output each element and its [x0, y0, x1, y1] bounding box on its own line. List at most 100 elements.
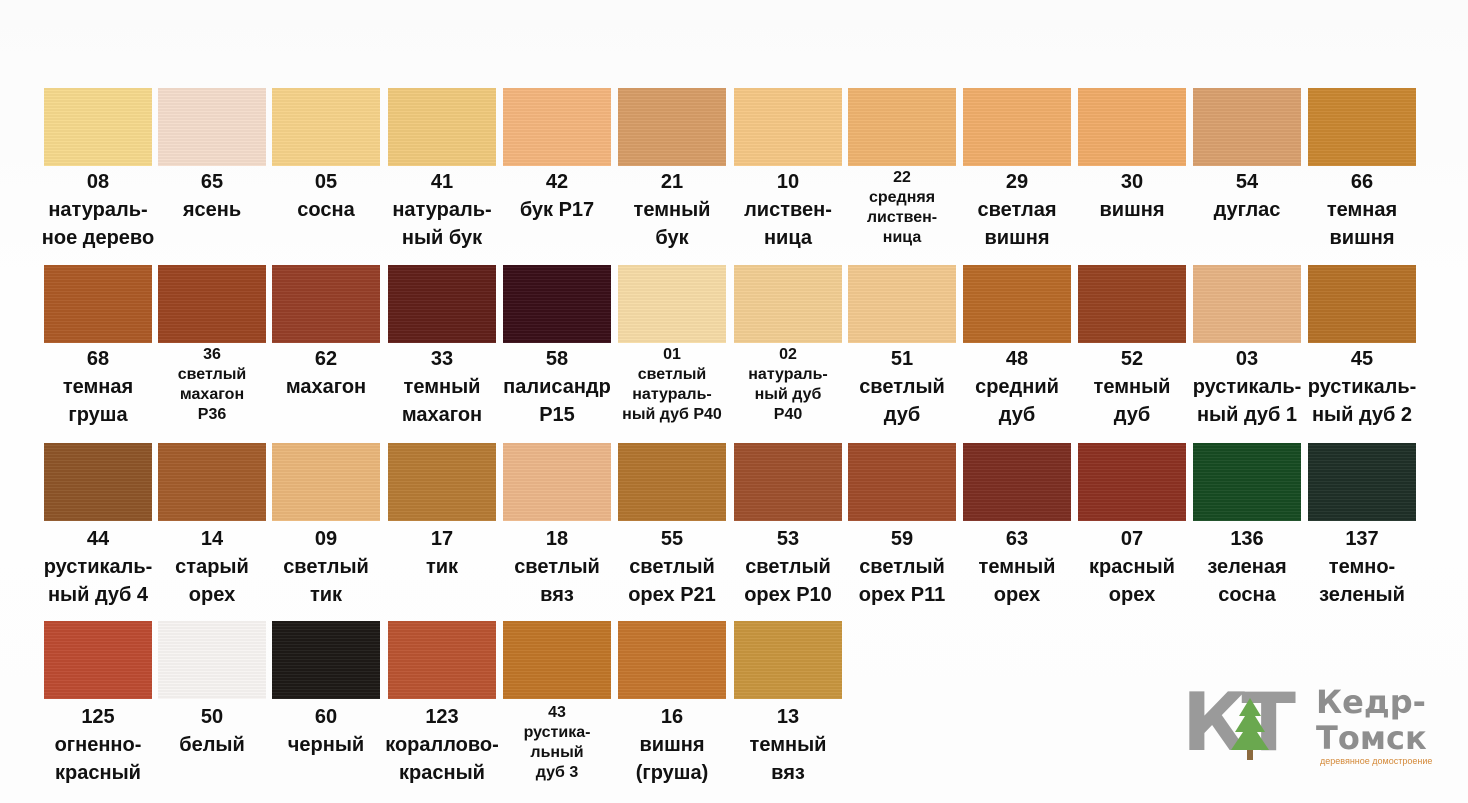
swatch-label-51: 51 светлый дуб	[843, 345, 961, 429]
swatch-code: 21	[660, 171, 684, 193]
swatch-code: 44	[86, 528, 110, 550]
color-swatch-36	[158, 265, 266, 343]
swatch-label-68: 68 темная груша	[39, 345, 157, 429]
swatch-code: 52	[1120, 348, 1144, 370]
swatch-name: тик	[425, 556, 459, 578]
swatch-label-30: 30 вишня	[1073, 168, 1191, 224]
swatch-label-52: 52 темный дуб	[1073, 345, 1191, 429]
color-swatch-52	[1078, 265, 1186, 343]
swatch-name: средняя листвен- ница	[866, 189, 938, 246]
swatch-code: 125	[81, 706, 115, 728]
swatch-code: 36	[203, 346, 221, 363]
color-swatch-45	[1308, 265, 1416, 343]
tree-icon	[1231, 698, 1269, 760]
swatch-code: 55	[660, 528, 684, 550]
swatch-label-48: 48 средний дуб	[958, 345, 1076, 429]
swatch-name: темная груша	[62, 376, 134, 426]
color-swatch-41	[388, 88, 496, 166]
swatch-code: 05	[314, 171, 338, 193]
swatch-label-07: 07 красный орех	[1073, 525, 1191, 609]
swatch-name: темно- зеленый	[1319, 556, 1405, 606]
swatch-name: средний дуб	[975, 376, 1059, 426]
swatch-label-58: 58 палисандр Р15	[498, 345, 616, 429]
swatch-label-33: 33 темный махагон	[383, 345, 501, 429]
swatch-label-13: 13 темный вяз	[729, 703, 847, 787]
swatch-name: рустикаль- ный дуб 2	[1307, 376, 1417, 426]
swatch-name: темный махагон	[401, 376, 483, 426]
swatch-label-136: 136 зеленая сосна	[1188, 525, 1306, 609]
swatch-code: 51	[890, 348, 914, 370]
swatch-name: светлая вишня	[977, 199, 1057, 249]
swatch-label-10: 10 листвен- ница	[729, 168, 847, 252]
color-swatch-66	[1308, 88, 1416, 166]
swatch-label-16: 16 вишня (груша)	[613, 703, 731, 787]
swatch-label-01: 01 светлый натураль- ный дуб Р40	[613, 345, 731, 425]
swatch-label-09: 09 светлый тик	[267, 525, 385, 609]
swatch-label-59: 59 светлый орех Р11	[843, 525, 961, 609]
swatch-name: светлый орех Р11	[858, 556, 946, 606]
swatch-code: 09	[314, 528, 338, 550]
swatch-code: 62	[314, 348, 338, 370]
swatch-label-02: 02 натураль- ный дуб Р40	[729, 345, 847, 425]
color-swatch-60	[272, 621, 380, 699]
color-swatch-22	[848, 88, 956, 166]
swatch-name: ясень	[182, 199, 242, 221]
swatch-label-08: 08 натураль- ное дерево	[39, 168, 157, 252]
color-swatch-55	[618, 443, 726, 521]
swatch-label-66: 66 темная вишня	[1303, 168, 1421, 252]
swatch-label-42: 42 бук Р17	[498, 168, 616, 224]
swatch-code: 66	[1350, 171, 1374, 193]
color-swatch-21	[618, 88, 726, 166]
swatch-code: 18	[545, 528, 569, 550]
kedr-tomsk-logo: КТ Кедр- Томск деревянное домостроение	[1182, 682, 1452, 772]
swatch-code: 48	[1005, 348, 1029, 370]
swatch-name: светлый махагон Р36	[177, 366, 247, 423]
swatch-code: 45	[1350, 348, 1374, 370]
swatch-name: рустикаль- ный дуб 1	[1192, 376, 1302, 426]
color-swatch-136	[1193, 443, 1301, 521]
swatch-code: 123	[425, 706, 459, 728]
swatch-code: 16	[660, 706, 684, 728]
swatch-code: 50	[200, 706, 224, 728]
swatch-name: рустика- льный дуб 3	[523, 724, 591, 781]
swatch-name: светлый натураль- ный дуб Р40	[622, 366, 722, 423]
swatch-code: 68	[86, 348, 110, 370]
swatch-name: темный бук	[633, 199, 711, 249]
color-swatch-53	[734, 443, 842, 521]
swatch-label-137: 137 темно- зеленый	[1303, 525, 1421, 609]
color-swatch-62	[272, 265, 380, 343]
swatch-label-55: 55 светлый орех Р21	[613, 525, 731, 609]
swatch-label-125: 125 огненно- красный	[39, 703, 157, 787]
swatch-code: 136	[1230, 528, 1264, 550]
color-swatch-02	[734, 265, 842, 343]
color-swatch-10	[734, 88, 842, 166]
swatch-name: огненно- красный	[54, 734, 142, 784]
color-swatch-44	[44, 443, 152, 521]
swatch-label-63: 63 темный орех	[958, 525, 1076, 609]
color-swatch-42	[503, 88, 611, 166]
swatch-name: вишня	[1099, 199, 1165, 221]
swatch-code: 07	[1120, 528, 1144, 550]
swatch-code: 02	[779, 346, 797, 363]
logo-name: Кедр- Томск	[1316, 683, 1427, 757]
swatch-name: светлый тик	[283, 556, 369, 606]
swatch-label-123: 123 кораллово- красный	[383, 703, 501, 787]
swatch-code: 41	[430, 171, 454, 193]
swatch-label-65: 65 ясень	[153, 168, 271, 224]
swatch-label-43: 43 рустика- льный дуб 3	[498, 703, 616, 783]
swatch-label-44: 44 рустикаль- ный дуб 4	[39, 525, 157, 609]
swatch-code: 59	[890, 528, 914, 550]
color-swatch-63	[963, 443, 1071, 521]
swatch-label-53: 53 светлый орех Р10	[729, 525, 847, 609]
swatch-name: старый орех	[175, 556, 249, 606]
swatch-code: 29	[1005, 171, 1029, 193]
swatch-code: 30	[1120, 171, 1144, 193]
swatch-code: 01	[663, 346, 681, 363]
swatch-name: палисандр Р15	[503, 376, 611, 426]
swatch-code: 10	[776, 171, 800, 193]
swatch-code: 42	[545, 171, 569, 193]
swatch-name: черный	[287, 734, 365, 756]
swatch-label-50: 50 белый	[153, 703, 271, 759]
swatch-label-36: 36 светлый махагон Р36	[153, 345, 271, 425]
